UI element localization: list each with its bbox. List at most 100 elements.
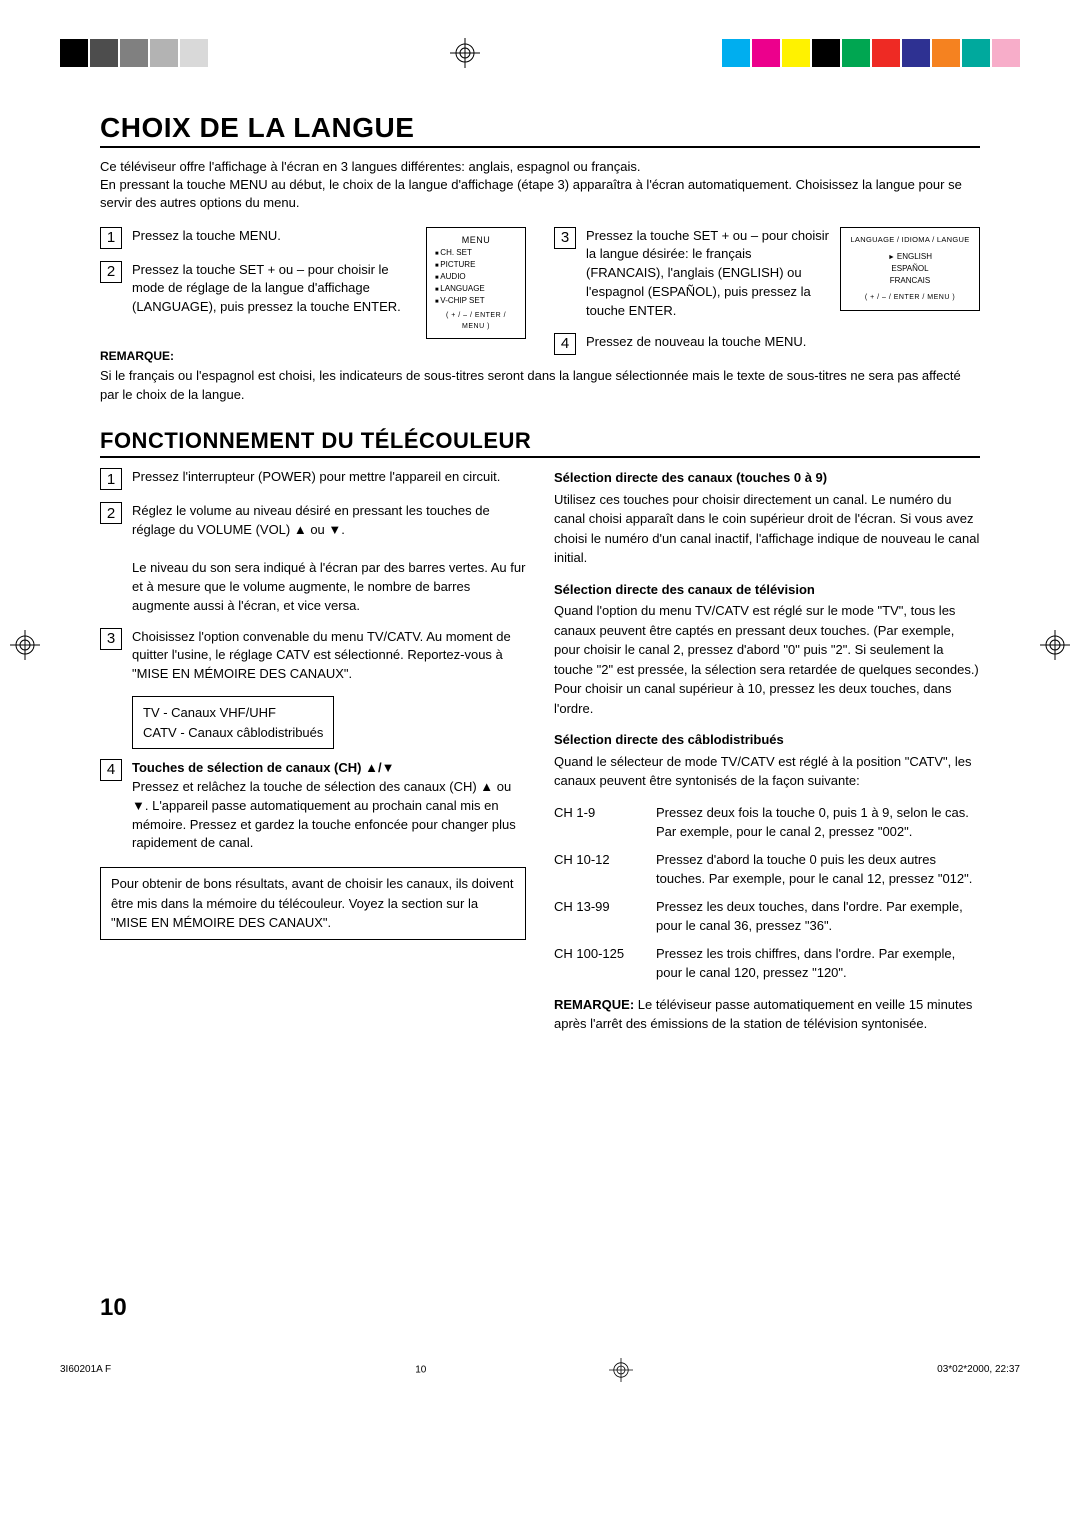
registration-mark-top	[450, 38, 480, 68]
menu-header: MENU	[435, 234, 517, 248]
subheading: Sélection directe des câblodistribués	[554, 730, 980, 750]
step-number: 2	[100, 261, 122, 283]
operation-right-col: Sélection directe des canaux (touches 0 …	[554, 468, 980, 1034]
memory-note-box: Pour obtenir de bons résultats, avant de…	[100, 867, 526, 940]
op-step-4: 4 Touches de sélection de canaux (CH) ▲/…	[100, 759, 526, 853]
op-step-2: 2 Réglez le volume au niveau désiré en p…	[100, 502, 526, 615]
footer-right: 03*02*2000, 22:37	[937, 1364, 1020, 1375]
step-number: 3	[100, 628, 122, 650]
print-marks-top	[0, 0, 1080, 92]
step-1: 1 Pressez la touche MENU.	[100, 227, 416, 249]
channel-table: CH 1-9 Pressez deux fois la touche 0, pui…	[554, 803, 980, 983]
language-left-col: 1 Pressez la touche MENU. 2 Pressez la t…	[100, 227, 526, 367]
op-step-3: 3 Choisissez l'option convenable du menu…	[100, 628, 526, 685]
heading-operation: FONCTIONNEMENT DU TÉLÉCOULEUR	[100, 428, 980, 458]
language-section-columns: 1 Pressez la touche MENU. 2 Pressez la t…	[100, 227, 980, 367]
page-number: 10	[100, 1294, 980, 1322]
menu-item: LANGUAGE	[435, 283, 517, 295]
direct-select-tv: Sélection directe des canaux de télévisi…	[554, 580, 980, 719]
remark-text: Si le français ou l'espagnol est choisi,…	[100, 367, 980, 405]
step-text-line: Le niveau du son sera indiqué à l'écran …	[132, 560, 525, 613]
step-text-line: Pressez et relâchez la touche de sélecti…	[132, 779, 516, 851]
paragraph-text: Utilisez ces touches pour choisir direct…	[554, 492, 979, 566]
channel-desc: Pressez d'abord la touche 0 puis les deu…	[656, 850, 980, 889]
menu-item: PICTURE	[435, 259, 517, 271]
color-swatch	[962, 39, 990, 67]
color-swatch	[752, 39, 780, 67]
grayscale-swatch	[60, 39, 88, 67]
color-swatch	[992, 39, 1020, 67]
step-number: 1	[100, 227, 122, 249]
channel-desc: Pressez deux fois la touche 0, puis 1 à …	[656, 803, 980, 842]
operation-left-col: 1 Pressez l'interrupteur (POWER) pour me…	[100, 468, 526, 1034]
channel-range: CH 10-12	[554, 850, 644, 889]
step-text: Pressez la touche SET + ou – pour choisi…	[586, 227, 830, 321]
intro-text: Ce téléviseur offre l'affichage à l'écra…	[100, 158, 980, 213]
color-swatch	[812, 39, 840, 67]
step-text: Touches de sélection de canaux (CH) ▲/▼ …	[132, 759, 526, 853]
step-text-line: Réglez le volume au niveau désiré en pre…	[132, 503, 490, 537]
step-number: 2	[100, 502, 122, 524]
step-number: 3	[554, 227, 576, 249]
channel-range: CH 13-99	[554, 897, 644, 936]
op-step-1: 1 Pressez l'interrupteur (POWER) pour me…	[100, 468, 526, 490]
menu-item: AUDIO	[435, 271, 517, 283]
language-option: FRANCAIS	[849, 275, 971, 287]
step-number: 4	[554, 333, 576, 355]
direct-select-09: Sélection directe des canaux (touches 0 …	[554, 468, 980, 568]
step-text: Réglez le volume au niveau désiré en pre…	[132, 502, 526, 615]
step-text: Pressez la touche SET + ou – pour choisi…	[132, 261, 416, 318]
remark-label: REMARQUE:	[100, 349, 526, 363]
footer-mid: 10	[111, 1358, 937, 1382]
channel-row: CH 100-125 Pressez les trois chiffres, da…	[554, 944, 980, 983]
grayscale-bars	[60, 39, 208, 67]
subheading: Sélection directe des canaux (touches 0 …	[554, 468, 980, 488]
operation-columns: 1 Pressez l'interrupteur (POWER) pour me…	[100, 468, 980, 1034]
step-text: Pressez de nouveau la touche MENU.	[586, 333, 830, 352]
language-option: ENGLISH	[849, 251, 971, 264]
channel-row: CH 13-99 Pressez les deux touches, dans l…	[554, 897, 980, 936]
color-swatch	[872, 39, 900, 67]
remark-label-inline: REMARQUE:	[554, 997, 634, 1012]
channel-desc: Pressez les deux touches, dans l'ordre. …	[656, 897, 980, 936]
language-osd-box: LANGUAGE / IDIOMA / LANGUE ENGLISHESPAÑO…	[840, 227, 980, 311]
color-swatch	[722, 39, 750, 67]
step-2: 2 Pressez la touche SET + ou – pour choi…	[100, 261, 416, 318]
channel-desc: Pressez les trois chiffres, dans l'ordre…	[656, 944, 980, 983]
step-number: 1	[100, 468, 122, 490]
step-text: Choisissez l'option convenable du menu T…	[132, 628, 526, 685]
channel-range: CH 100-125	[554, 944, 644, 983]
step-3: 3 Pressez la touche SET + ou – pour choi…	[554, 227, 830, 321]
grayscale-swatch	[90, 39, 118, 67]
footer-page: 10	[415, 1365, 426, 1376]
grayscale-swatch	[120, 39, 148, 67]
step-number: 4	[100, 759, 122, 781]
lang-box-hint: ( + / – / ENTER / MENU )	[849, 293, 971, 304]
grayscale-swatch	[180, 39, 208, 67]
channel-row: CH 10-12 Pressez d'abord la touche 0 puis…	[554, 850, 980, 889]
language-option: ESPAÑOL	[849, 263, 971, 275]
language-right-col: 3 Pressez la touche SET + ou – pour choi…	[554, 227, 980, 367]
step-text: Pressez l'interrupteur (POWER) pour mett…	[132, 468, 526, 487]
subheading: Touches de sélection de canaux (CH) ▲/▼	[132, 760, 394, 775]
step-4: 4 Pressez de nouveau la touche MENU.	[554, 333, 830, 355]
menu-hint: ( + / – / ENTER / MENU )	[435, 311, 517, 332]
step-text: Pressez la touche MENU.	[132, 227, 416, 246]
channel-row: CH 1-9 Pressez deux fois la touche 0, pui…	[554, 803, 980, 842]
standby-remark: REMARQUE: Le téléviseur passe automatiqu…	[554, 995, 980, 1034]
color-swatch	[902, 39, 930, 67]
direct-select-catv: Sélection directe des câblodistribués Qu…	[554, 730, 980, 791]
menu-osd-box: MENU CH. SETPICTUREAUDIOLANGUAGEV-CHIP S…	[426, 227, 526, 340]
color-swatch	[932, 39, 960, 67]
lang-box-header: LANGUAGE / IDIOMA / LANGUE	[849, 234, 971, 245]
menu-item: CH. SET	[435, 247, 517, 259]
menu-item: V-CHIP SET	[435, 295, 517, 307]
page-content: CHOIX DE LA LANGUE Ce téléviseur offre l…	[0, 92, 1080, 1322]
grayscale-swatch	[150, 39, 178, 67]
tv-catv-box: TV - Canaux VHF/UHF CATV - Canaux câblod…	[132, 696, 334, 749]
color-swatch	[782, 39, 810, 67]
color-swatch	[842, 39, 870, 67]
subheading: Sélection directe des canaux de télévisi…	[554, 580, 980, 600]
channel-range: CH 1-9	[554, 803, 644, 842]
footer: 3I60201A F 10 03*02*2000, 22:37	[0, 1352, 1080, 1412]
